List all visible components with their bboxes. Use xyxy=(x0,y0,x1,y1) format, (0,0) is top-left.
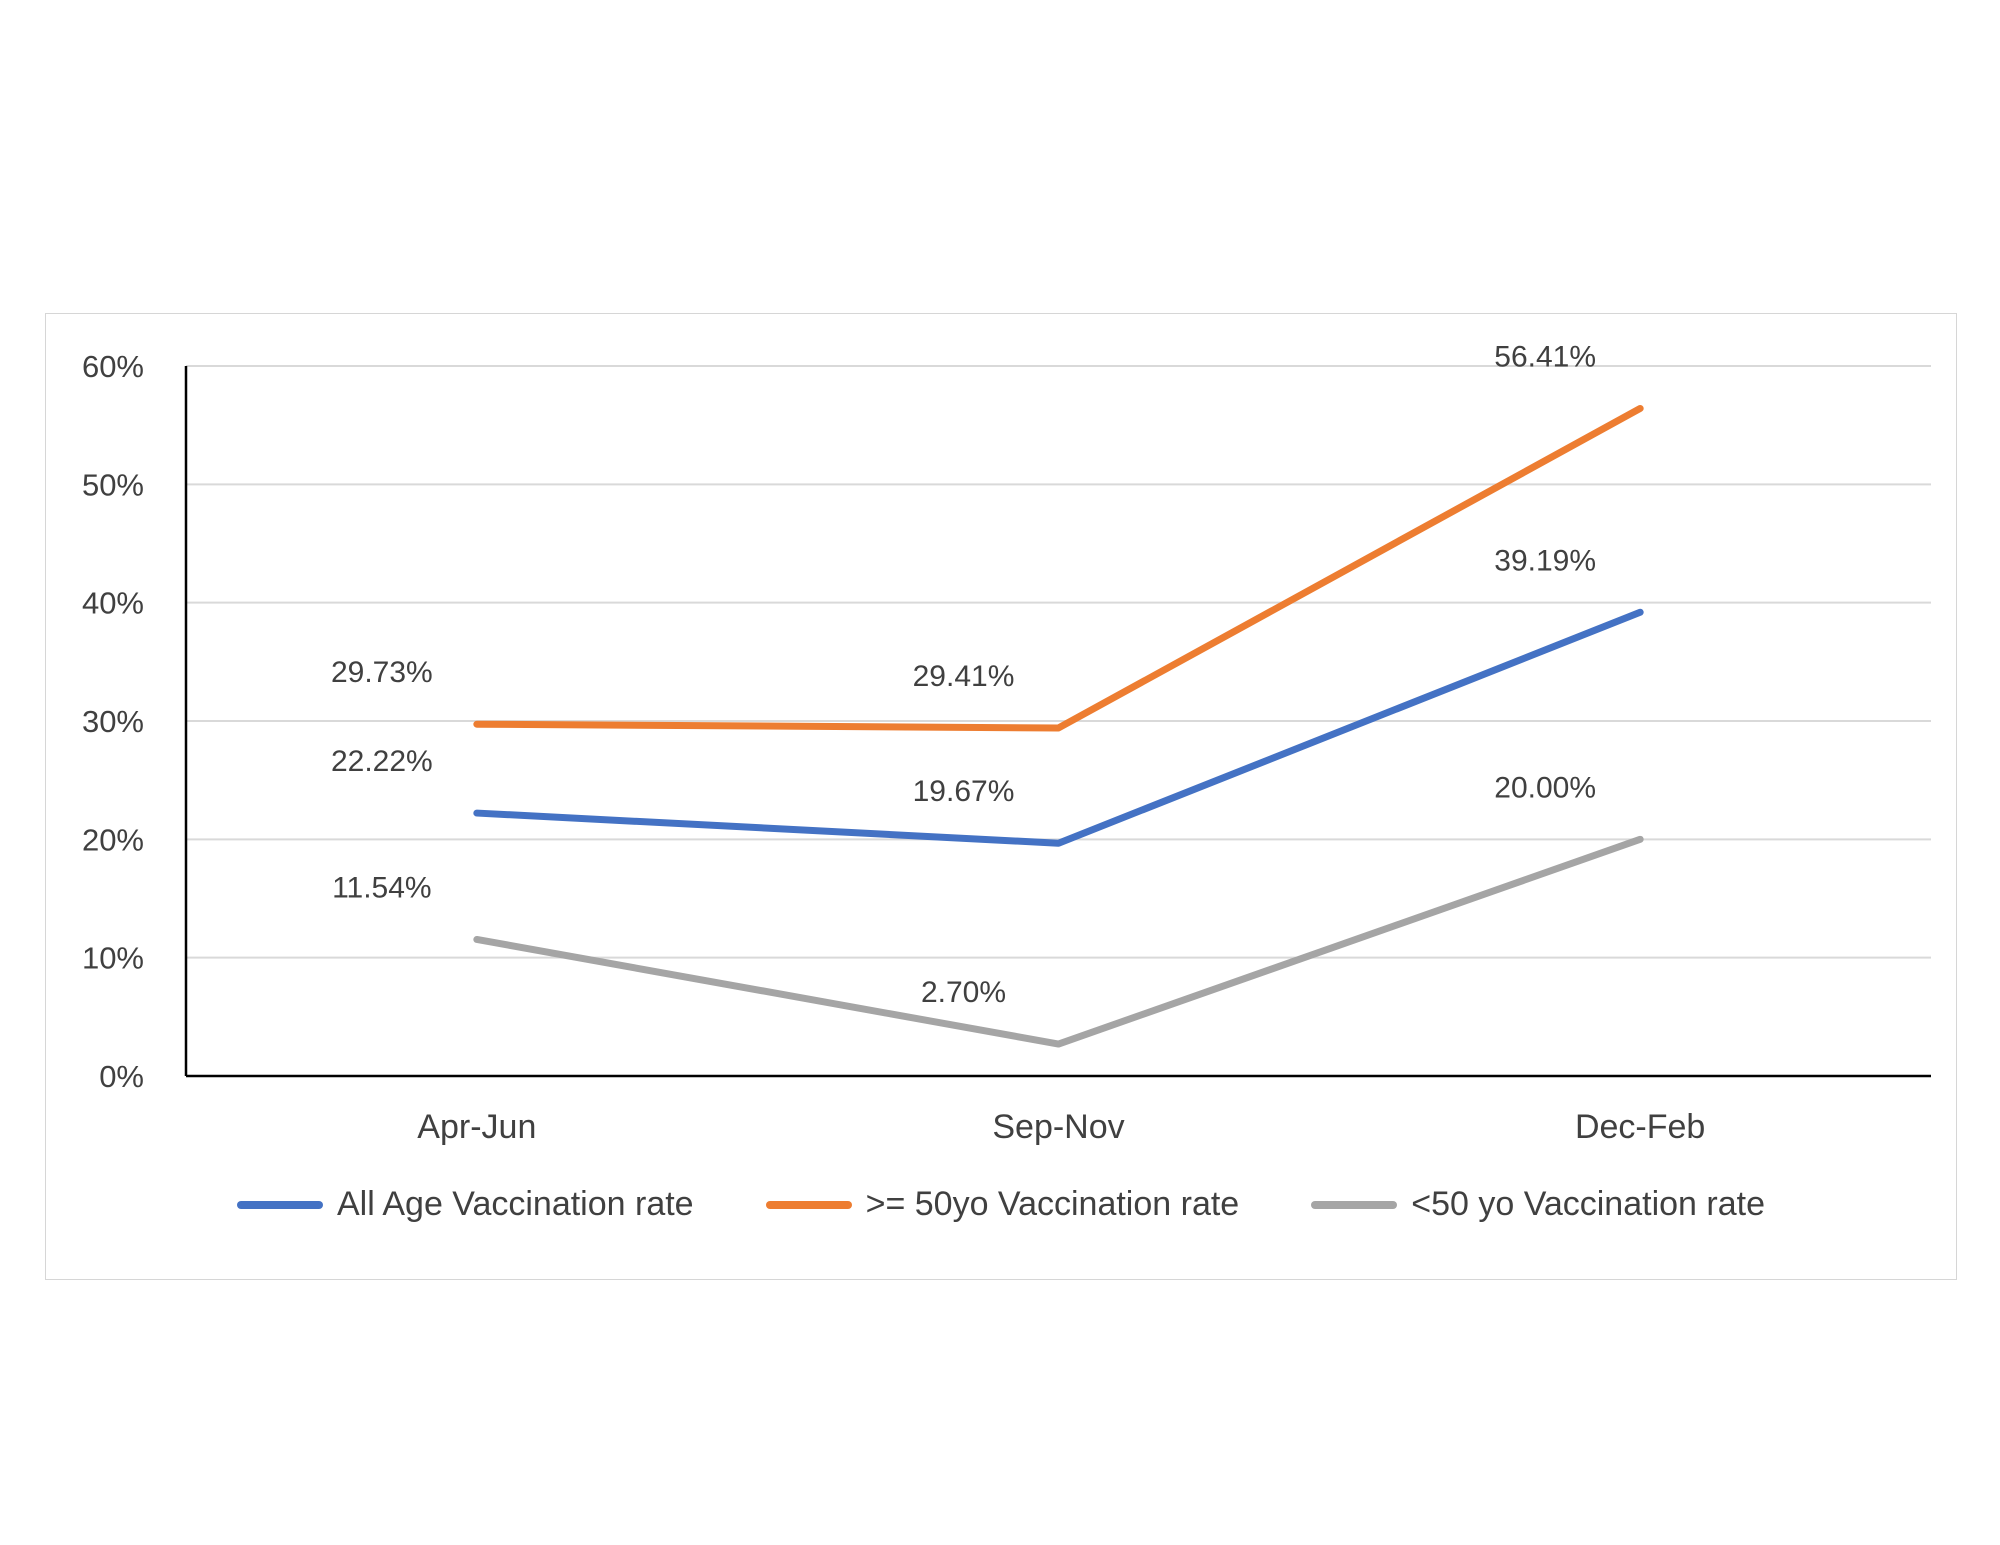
series-line-2 xyxy=(473,835,1644,1048)
y-tick-label: 30% xyxy=(82,704,144,739)
y-tick-label: 60% xyxy=(82,349,144,384)
x-category-label: Apr-Jun xyxy=(417,1108,536,1146)
data-label-2-2: 20.00% xyxy=(1494,771,1596,804)
y-tick-label: 10% xyxy=(82,941,144,976)
data-label-0-1: 19.67% xyxy=(913,775,1015,808)
data-label-1-2: 56.41% xyxy=(1494,340,1596,373)
x-category-label: Dec-Feb xyxy=(1575,1108,1705,1146)
series-line-1 xyxy=(473,404,1644,732)
line-chart: 0% 10% 20% 30% 40% 50% 60% Apr-Jun Sep-Nov Dec-Fe… xyxy=(82,340,1931,1146)
legend-label: <50 yo Vaccination rate xyxy=(1411,1185,1765,1223)
data-label-2-1: 2.70% xyxy=(921,976,1006,1009)
data-label-1-0: 29.73% xyxy=(331,656,433,689)
data-label-1-1: 29.41% xyxy=(913,660,1015,693)
legend-swatch xyxy=(237,1200,323,1209)
chart-card: 0% 10% 20% 30% 40% 50% 60% Apr-Jun Sep-Nov Dec-Fe… xyxy=(45,313,1957,1280)
data-label-2-0: 11.54% xyxy=(332,871,432,904)
legend-swatch xyxy=(1311,1200,1398,1209)
y-tick-label: 40% xyxy=(82,586,144,621)
y-tick-label: 0% xyxy=(99,1059,144,1094)
legend-item: All Age Vaccination rate xyxy=(237,1185,694,1224)
legend-label: >= 50yo Vaccination rate xyxy=(865,1185,1240,1223)
x-category-label: Sep-Nov xyxy=(992,1108,1124,1146)
legend-swatch xyxy=(765,1200,852,1209)
data-label-0-2: 39.19% xyxy=(1494,544,1596,577)
data-label-0-0: 22.22% xyxy=(331,745,433,778)
y-tick-label: 20% xyxy=(82,822,144,857)
chart-legend: All Age Vaccination rate >= 50yo Vaccinat… xyxy=(46,1185,1956,1224)
legend-item: <50 yo Vaccination rate xyxy=(1311,1185,1765,1224)
legend-item: >= 50yo Vaccination rate xyxy=(765,1185,1240,1224)
y-tick-label: 50% xyxy=(82,467,144,502)
series-line-0 xyxy=(473,608,1644,847)
legend-label: All Age Vaccination rate xyxy=(337,1185,694,1223)
